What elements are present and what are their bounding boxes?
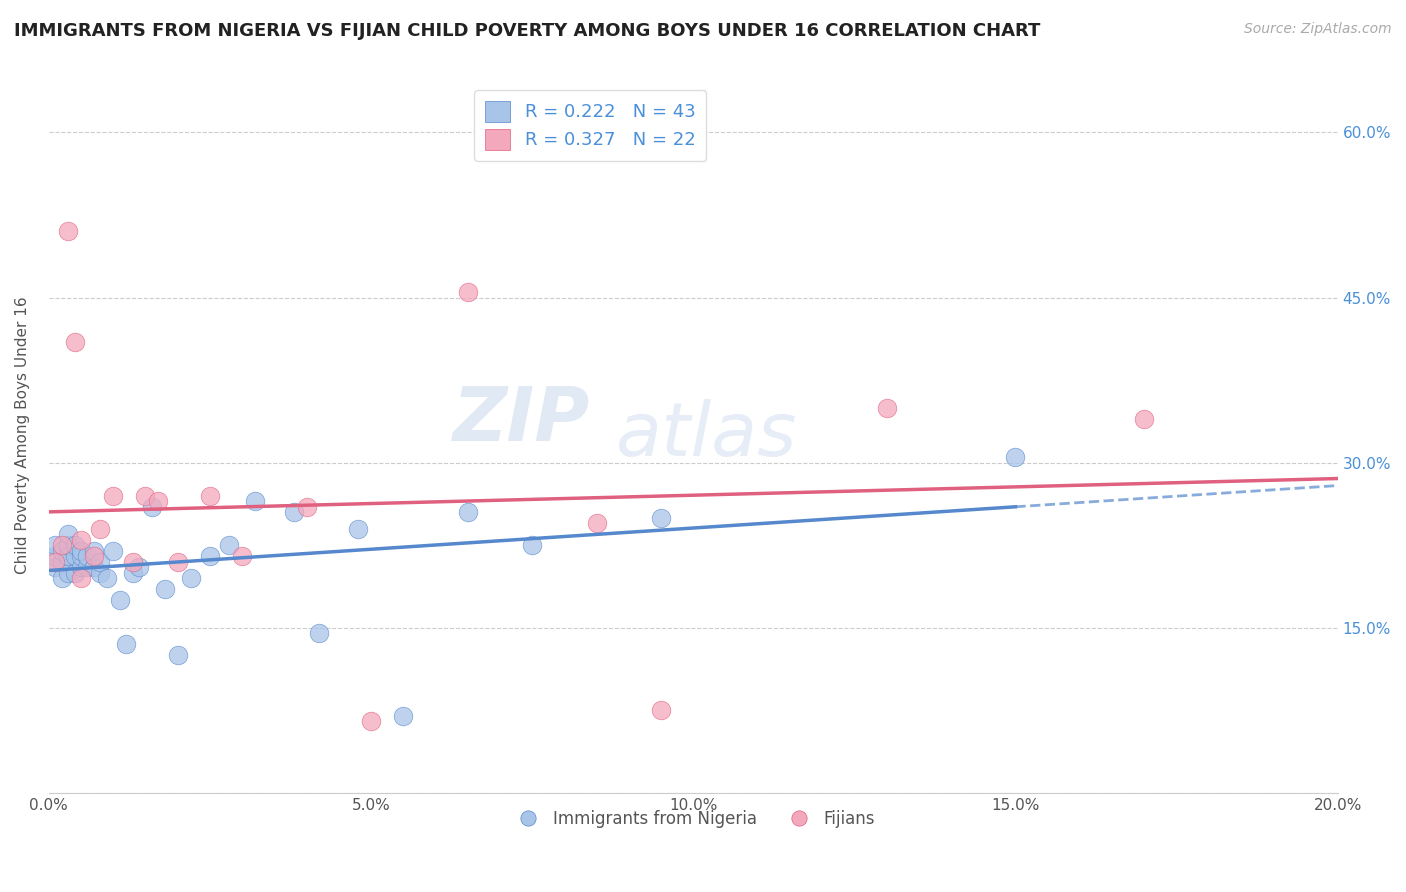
Point — [63, 538, 86, 552]
Point — [650, 703, 672, 717]
Text: IMMIGRANTS FROM NIGERIA VS FIJIAN CHILD POVERTY AMONG BOYS UNDER 16 CORRELATION : IMMIGRANTS FROM NIGERIA VS FIJIAN CHILD … — [14, 22, 1040, 40]
Point — [520, 538, 543, 552]
Point — [51, 538, 73, 552]
Point — [51, 543, 73, 558]
Point — [44, 555, 66, 569]
Point — [180, 571, 202, 585]
Point — [115, 637, 138, 651]
Text: ZIP: ZIP — [453, 384, 591, 458]
Point — [103, 489, 125, 503]
Point — [70, 560, 93, 574]
Point — [70, 549, 93, 563]
Point — [121, 555, 143, 569]
Point — [392, 708, 415, 723]
Point — [231, 549, 253, 563]
Point — [83, 560, 105, 574]
Point — [295, 500, 318, 514]
Point — [51, 555, 73, 569]
Point — [198, 549, 221, 563]
Point — [198, 489, 221, 503]
Point — [56, 566, 79, 580]
Point — [76, 549, 98, 563]
Point — [56, 225, 79, 239]
Point — [44, 560, 66, 574]
Point — [89, 566, 111, 580]
Point — [148, 494, 170, 508]
Y-axis label: Child Poverty Among Boys Under 16: Child Poverty Among Boys Under 16 — [15, 296, 30, 574]
Point — [70, 571, 93, 585]
Point — [308, 626, 330, 640]
Point — [457, 285, 479, 299]
Point — [103, 543, 125, 558]
Text: Source: ZipAtlas.com: Source: ZipAtlas.com — [1244, 22, 1392, 37]
Point — [360, 714, 382, 728]
Point — [283, 505, 305, 519]
Point — [347, 522, 370, 536]
Point — [83, 549, 105, 563]
Point — [876, 401, 898, 415]
Point — [56, 538, 79, 552]
Point — [63, 334, 86, 349]
Point — [128, 560, 150, 574]
Point — [585, 516, 607, 530]
Point — [70, 543, 93, 558]
Text: atlas: atlas — [616, 399, 797, 471]
Point — [51, 571, 73, 585]
Point — [44, 549, 66, 563]
Point — [70, 533, 93, 547]
Point — [96, 571, 118, 585]
Point — [166, 648, 188, 662]
Point — [141, 500, 163, 514]
Point — [108, 593, 131, 607]
Legend: Immigrants from Nigeria, Fijians: Immigrants from Nigeria, Fijians — [505, 803, 882, 834]
Point — [153, 582, 176, 596]
Point — [76, 560, 98, 574]
Point — [44, 538, 66, 552]
Point — [89, 555, 111, 569]
Point — [63, 566, 86, 580]
Point — [166, 555, 188, 569]
Point — [1133, 411, 1156, 425]
Point — [121, 566, 143, 580]
Point — [63, 549, 86, 563]
Point — [56, 527, 79, 541]
Point — [218, 538, 240, 552]
Point — [56, 549, 79, 563]
Point — [1004, 450, 1026, 464]
Point — [457, 505, 479, 519]
Point — [83, 543, 105, 558]
Point — [134, 489, 156, 503]
Point — [89, 522, 111, 536]
Point — [650, 510, 672, 524]
Point — [243, 494, 266, 508]
